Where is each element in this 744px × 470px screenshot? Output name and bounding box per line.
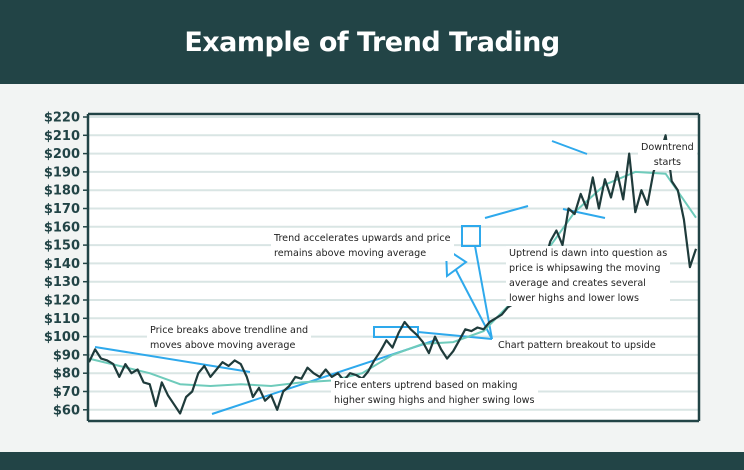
y-axis-ticks: $220 $210 $200 $190 $180 $170 $160 $150 $140 $130… [44, 111, 88, 418]
annotation-text: Price breaks above trendline and moves a… [150, 325, 309, 351]
moving-average-line [88, 170, 697, 388]
y-tick-label: $160 [44, 220, 80, 235]
y-tick-label: $180 [44, 184, 80, 199]
y-tick-label: $130 [44, 275, 80, 290]
support-line [484, 205, 529, 219]
flag-box [461, 225, 481, 247]
y-tick-label: $110 [44, 312, 80, 327]
y-tick-label: $200 [44, 147, 80, 162]
annotation-breaks-trendline: Price breaks above trendline and moves a… [147, 323, 312, 353]
annotation-accelerates: Trend accelerates upwards and price rema… [271, 231, 454, 261]
y-tick-label: $70 [53, 385, 80, 400]
header-banner: Example of Trend Trading [0, 0, 744, 84]
y-tick-label: $90 [53, 348, 80, 363]
y-tick-label: $140 [44, 257, 80, 272]
breakout-pointer-1 [417, 331, 493, 340]
annotation-whipsaw: Uptrend is dawn into question as price i… [506, 246, 671, 306]
y-tick-label: $190 [44, 165, 80, 180]
annotation-text: Downtrend starts [641, 142, 694, 168]
annotation-uptrend: Price enters uptrend based on making hig… [331, 378, 538, 408]
y-tick-label: $210 [44, 129, 80, 144]
annotation-text: Trend accelerates upwards and price rema… [274, 233, 451, 259]
pennant-triangle [444, 247, 468, 278]
page-title: Example of Trend Trading [184, 26, 560, 58]
footer-bar [0, 452, 744, 470]
annotation-text: Uptrend is dawn into question as price i… [509, 248, 668, 304]
y-tick-label: $220 [44, 111, 80, 126]
y-tick-label: $80 [53, 367, 80, 382]
annotation-text: Chart pattern breakout to upside [498, 340, 656, 351]
lower-highs-line [551, 140, 588, 155]
y-tick-label: $150 [44, 239, 80, 254]
y-tick-label: $100 [44, 330, 80, 345]
y-tick-label: $60 [53, 403, 80, 418]
annotation-breakout: Chart pattern breakout to upside [495, 338, 659, 353]
y-tick-label: $170 [44, 202, 80, 217]
annotation-text: Price enters uptrend based on making hig… [334, 380, 535, 406]
descending-trendline [94, 346, 251, 373]
price-line [88, 134, 698, 415]
annotation-downtrend: Downtrend starts [638, 140, 697, 170]
y-tick-label: $120 [44, 294, 80, 309]
